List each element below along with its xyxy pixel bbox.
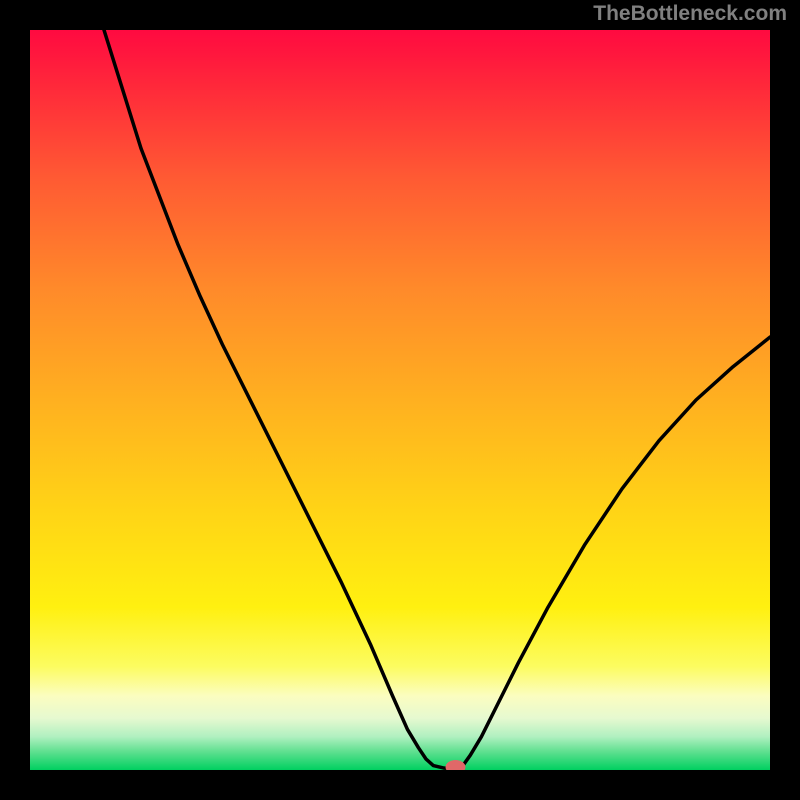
watermark-text: TheBottleneck.com [593, 2, 787, 26]
chart-svg [30, 30, 770, 770]
plot-area [30, 30, 770, 770]
gradient-bg [30, 30, 770, 770]
chart-container: TheBottleneck.com [0, 0, 800, 800]
